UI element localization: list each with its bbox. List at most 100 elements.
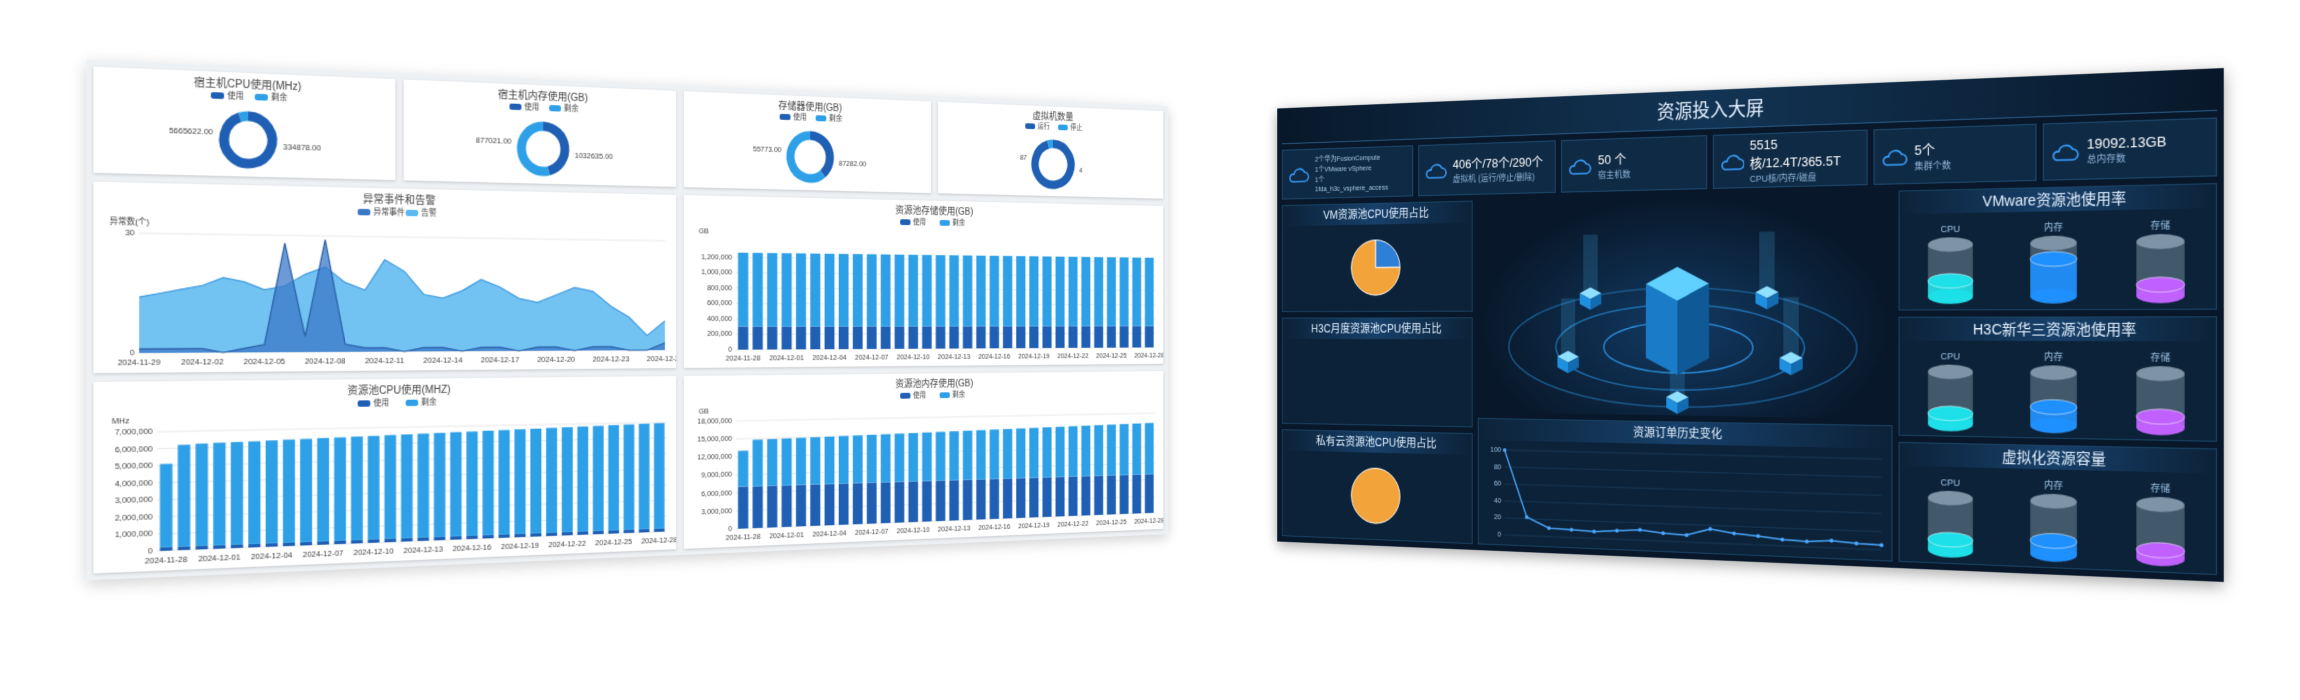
point: [1684, 532, 1689, 538]
y-tick-label: 12,000,000: [697, 452, 732, 462]
bar-segment: [514, 429, 526, 535]
bar-segment: [962, 430, 973, 480]
y-tick-label: 20: [1494, 514, 1501, 522]
cloud-outline: [1570, 160, 1591, 174]
y-tick-label: 18,000,000: [697, 416, 732, 425]
x-tick-label: 2024-12-25: [1096, 518, 1127, 527]
cloud-icon: [1719, 150, 1744, 173]
value-label: 4: [1079, 166, 1083, 174]
bar-chart: 资源池内存使用(GB)使用 剩余 GB 0 3,000,000 6,000,000 9,00…: [697, 377, 1163, 542]
legend-swatch: [939, 392, 950, 399]
point: [1804, 539, 1809, 544]
legend-label: 使用: [913, 390, 926, 400]
bar-segment: [482, 534, 494, 539]
dark-dashboard: 资源投入大屏 2个华为FusionCompute 1个VMware vSphere…: [1277, 68, 2224, 582]
legend-swatch: [405, 209, 419, 217]
legend-swatch: [357, 400, 371, 407]
bar-segment: [417, 537, 430, 542]
x-tick-label: 2024-12-02: [181, 357, 223, 367]
x-tick-label: 2024-12-07: [855, 353, 889, 362]
bar-segment: [852, 435, 863, 484]
legend-swatch: [939, 219, 950, 226]
bar-segment: [1042, 477, 1052, 518]
bar-segment: [248, 543, 261, 548]
bar-segment: [1002, 255, 1013, 327]
bar-segment: [810, 437, 821, 485]
bar-segment: [1016, 326, 1026, 349]
point: [1708, 526, 1712, 531]
x-tick-label: 2024-12-10: [897, 525, 930, 535]
donut-chart: 宿主机内存使用(GB)使用 剩余 877021.00 1032635.00: [476, 87, 613, 186]
bar-segment: [159, 463, 173, 548]
y-axis-label: GB: [699, 226, 709, 235]
bar-segment: [1119, 257, 1129, 327]
bar-segment: [317, 437, 330, 542]
bar-segment: [466, 431, 478, 536]
y-axis-label: 异常数(个): [110, 215, 150, 226]
bar-segment: [908, 481, 919, 523]
bar-segment: [810, 253, 821, 327]
bar-segment: [908, 254, 919, 327]
x-tick-label: 2024-12-07: [855, 527, 889, 537]
donut-slice: [1048, 144, 1053, 145]
x-tick-label: 2024-12-19: [1018, 352, 1049, 360]
bar-segment: [738, 252, 749, 327]
bar-segment: [367, 435, 380, 540]
legend-label: 剩余: [952, 390, 965, 399]
bar-segment: [880, 254, 891, 327]
x-tick-label: 2024-11-28: [726, 354, 761, 363]
bar-segment: [248, 441, 261, 545]
bar-segment: [1132, 326, 1142, 348]
bar-segment: [351, 436, 363, 541]
bar-segment: [922, 432, 932, 482]
x-tick-label: 2024-12-10: [354, 546, 394, 557]
bar-segment: [1068, 426, 1078, 477]
item-label: 内存: [2044, 351, 2063, 363]
panel: 虚拟化资源容量 CPU 内存 存储: [1898, 442, 2218, 576]
bar-segment: [781, 438, 792, 486]
bar-segment: [838, 483, 849, 525]
bar-segment: [1094, 475, 1104, 516]
cylinder-chart: CPU 内存 存储: [1900, 220, 2216, 304]
bar-segment: [1119, 423, 1129, 476]
bar-segment: [852, 483, 863, 525]
legend-swatch: [900, 392, 911, 399]
legend-label: 停止: [1070, 123, 1082, 133]
stat-card: 19092.13GB 总内存数: [2043, 117, 2218, 181]
y-tick-label: 1,000,000: [115, 529, 153, 540]
grid-line: [139, 233, 665, 241]
legend-label: 剩余: [421, 397, 437, 407]
bar-segment: [1144, 257, 1154, 327]
bar-segment: [922, 480, 932, 522]
bar-segment: [1029, 427, 1039, 478]
x-tick-label: 2024-12-28: [641, 535, 676, 545]
bar-segment: [592, 530, 604, 535]
donut-chart: 宿主机CPU使用(MHz)使用 剩余 5665622.00 334878.00: [169, 75, 321, 181]
pie-slice: [1351, 468, 1400, 525]
illustration: [1477, 190, 1893, 420]
bar-segment: [1002, 478, 1013, 519]
legend-swatch: [1058, 124, 1068, 131]
y-tick-label: 60: [1494, 480, 1501, 487]
bar-segment: [838, 435, 849, 484]
fill-top: [1928, 273, 1973, 288]
x-tick-label: 2024-12-14: [423, 355, 463, 364]
bar-segment: [638, 529, 650, 533]
x-tick-label: 2024-12-13: [938, 352, 970, 361]
bar-segment: [949, 480, 959, 521]
bar-segment: [653, 423, 665, 529]
value-label: 1032635.00: [575, 151, 613, 161]
fill-top: [2136, 408, 2184, 424]
bar-segment: [546, 532, 558, 537]
bar-segment: [752, 326, 763, 350]
point: [1780, 537, 1785, 542]
bar-segment: [781, 485, 792, 528]
cloud-icon: [1880, 145, 1908, 169]
bar-segment: [195, 443, 208, 547]
x-tick-label: 2024-12-22: [1057, 519, 1088, 528]
y-tick-label: 2,000,000: [115, 512, 153, 523]
donut-chart: 存储器使用(GB)使用 剩余 55773.00 87282.00: [753, 99, 866, 193]
